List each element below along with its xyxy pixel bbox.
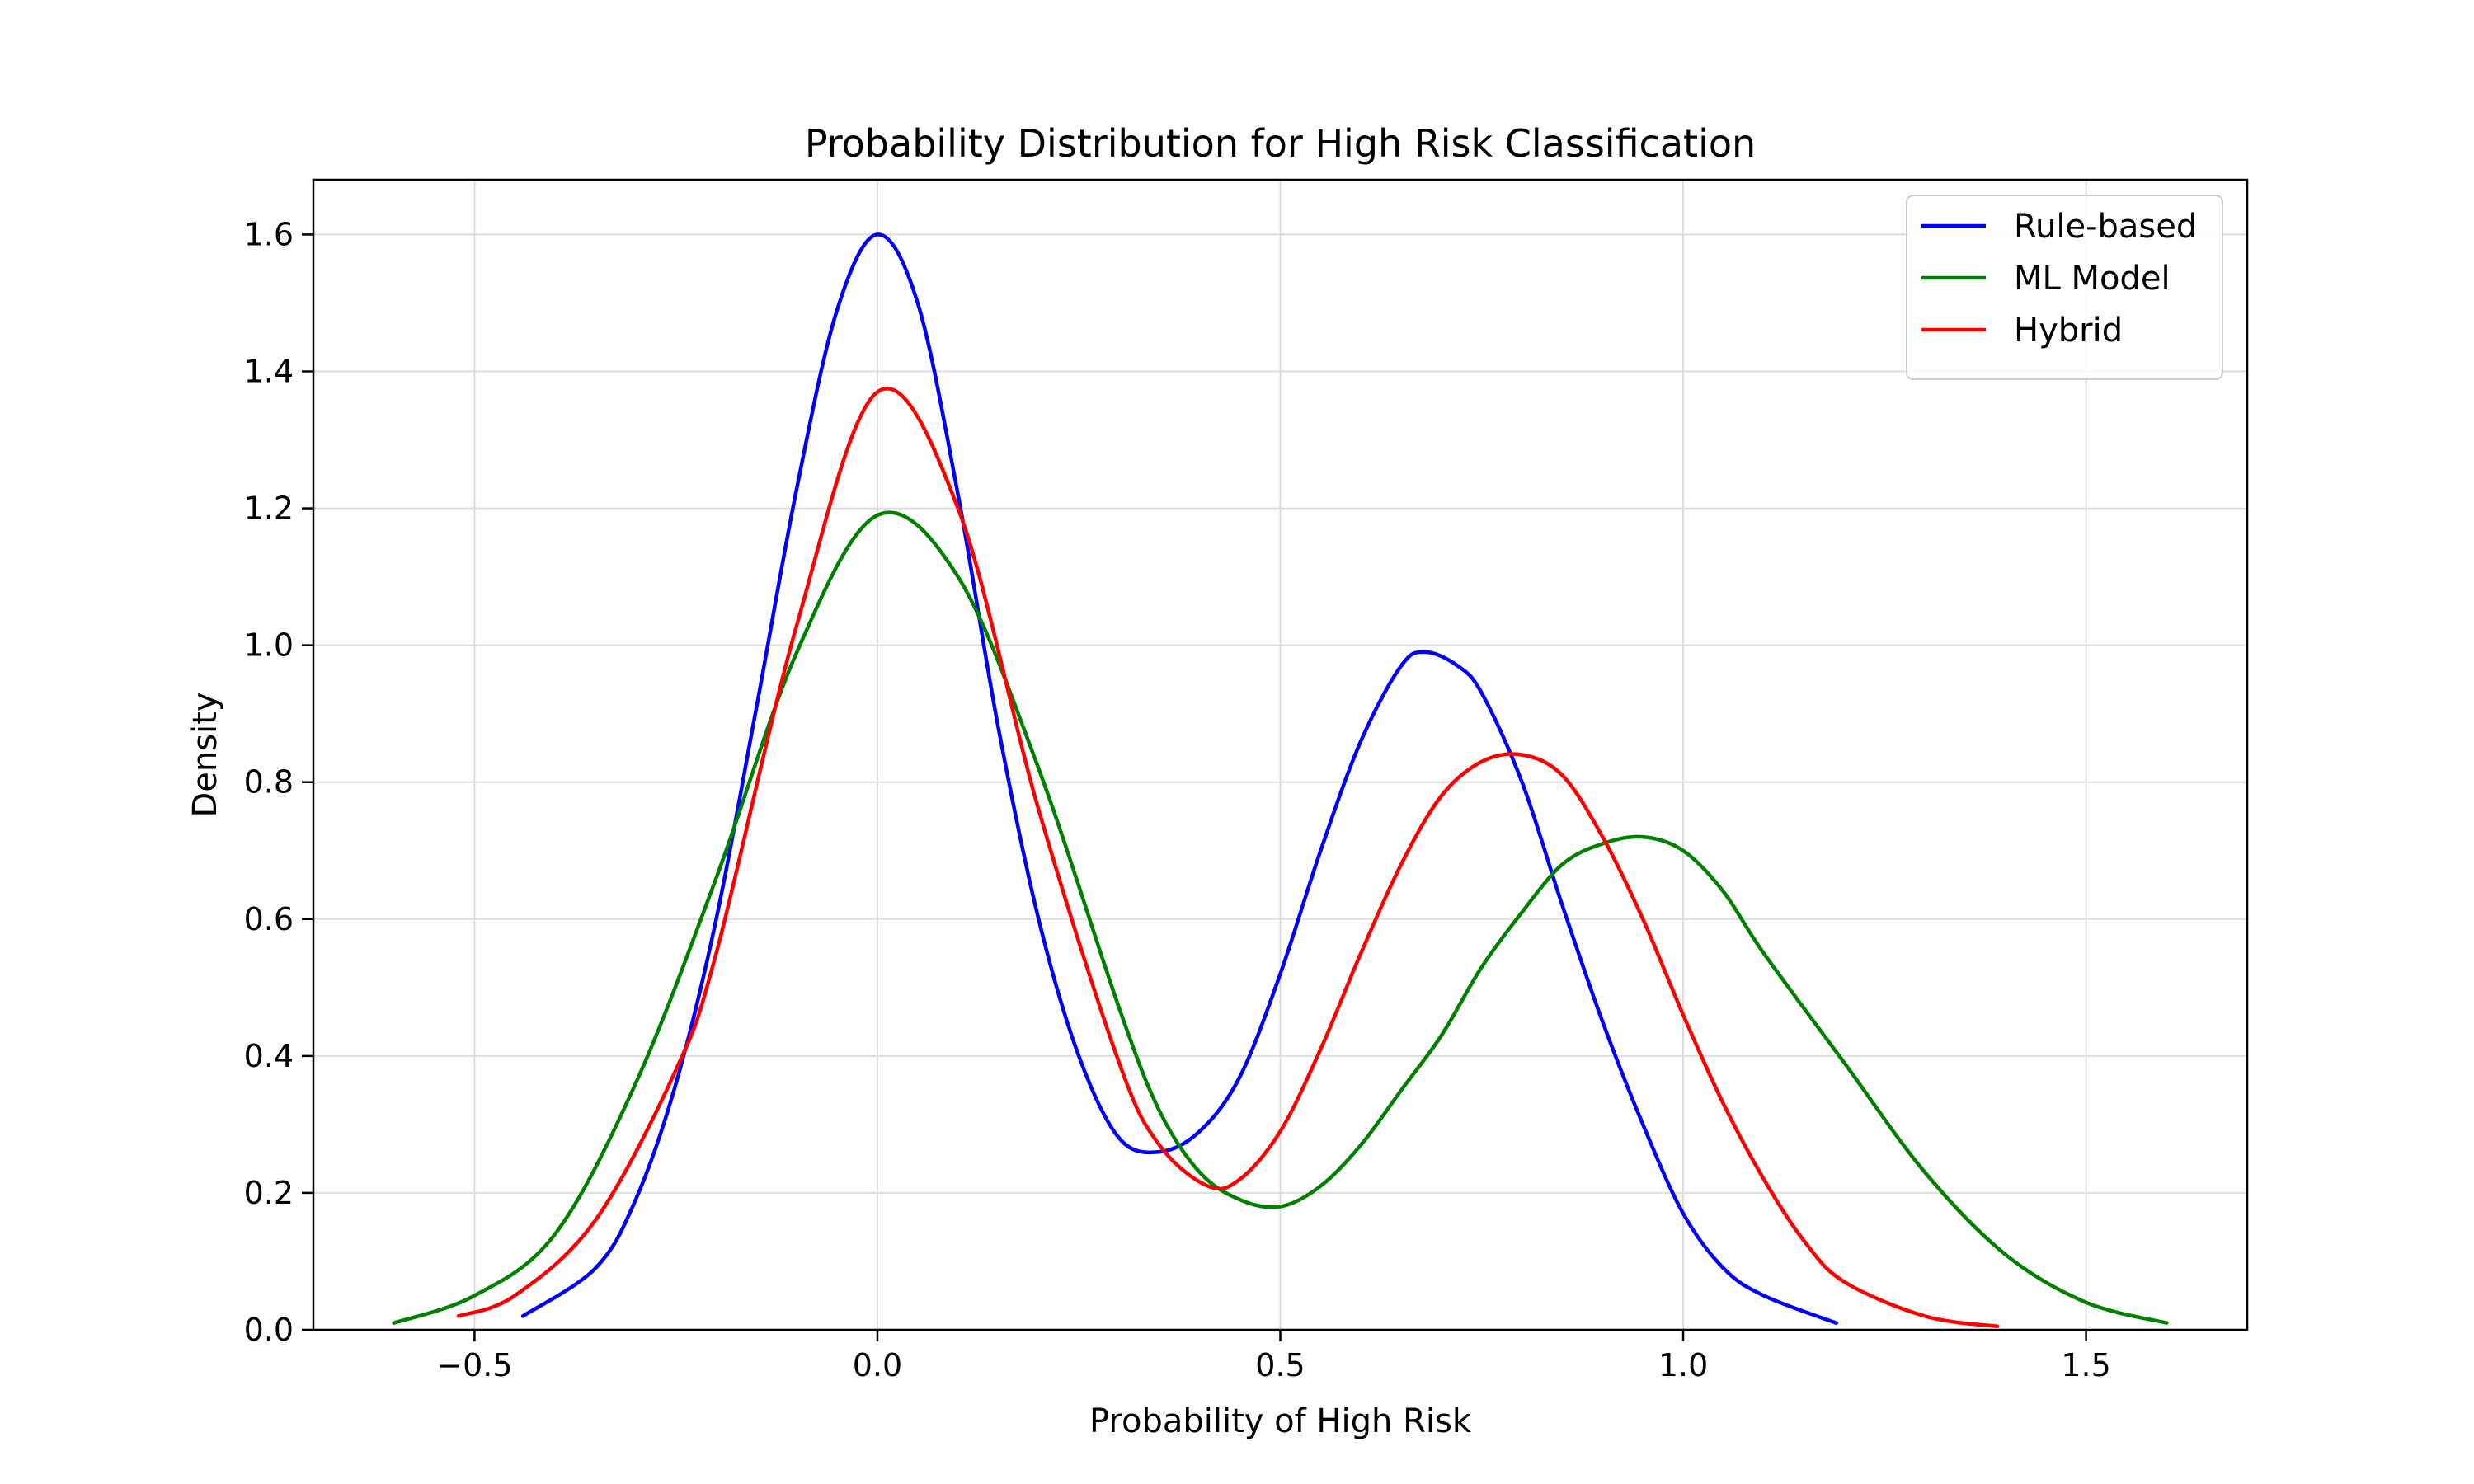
series-line-hybrid bbox=[456, 387, 2000, 1329]
x-tick-label: 0.0 bbox=[853, 1347, 902, 1383]
y-tick-label: 1.0 bbox=[244, 627, 294, 664]
x-axis-label: Probability of High Risk bbox=[1089, 1402, 1472, 1440]
y-tick-label: 0.6 bbox=[244, 901, 294, 937]
x-tick-label: 1.0 bbox=[1658, 1347, 1708, 1383]
y-tick-label: 0.4 bbox=[244, 1038, 294, 1074]
y-tick-label: 0.0 bbox=[244, 1312, 294, 1348]
y-tick-label: 1.6 bbox=[244, 216, 294, 252]
grid bbox=[313, 180, 2247, 1331]
series-line-ml-model bbox=[392, 510, 2169, 1325]
y-tick-label: 0.8 bbox=[244, 764, 294, 801]
x-tick-label: −0.5 bbox=[436, 1347, 512, 1383]
series-lines bbox=[392, 232, 2169, 1329]
legend-label-hybrid: Hybrid bbox=[2014, 312, 2123, 350]
y-axis-label: Density bbox=[186, 692, 224, 817]
x-tick-label: 1.5 bbox=[2061, 1347, 2110, 1383]
y-tick-label: 1.2 bbox=[244, 491, 294, 527]
y-tick-label: 1.4 bbox=[244, 354, 294, 390]
axes: −0.5 0.0 0.5 1.0 1.5 0.0 0.2 0.4 0.6 0.8 1.0 1.2 1.4… bbox=[244, 216, 2111, 1383]
legend-label-rule-based: Rule-based bbox=[2014, 208, 2197, 246]
chart-title: Probability Distribution for High Risk C… bbox=[805, 121, 1756, 166]
x-tick-label: 0.5 bbox=[1255, 1347, 1305, 1383]
series-line-rule-based bbox=[520, 232, 1838, 1325]
legend: Rule-based ML Model Hybrid bbox=[1906, 195, 2223, 380]
legend-box bbox=[1906, 195, 2223, 380]
legend-label-ml-model: ML Model bbox=[2014, 260, 2171, 298]
y-tick-label: 0.2 bbox=[244, 1175, 294, 1211]
